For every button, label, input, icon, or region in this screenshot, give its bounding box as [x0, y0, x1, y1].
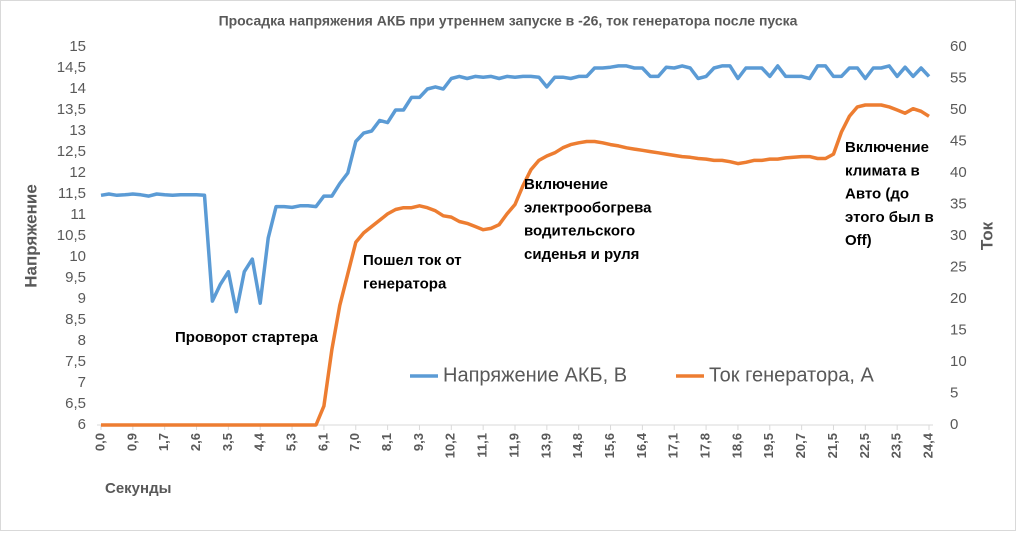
y2-tick-label: 10	[950, 353, 967, 370]
y-tick-label: 11,5	[58, 185, 86, 202]
y-tick-label: 11	[70, 206, 86, 223]
x-tick-label: 21,5	[825, 433, 840, 458]
x-tick-label: 23,5	[889, 433, 904, 458]
x-tick-label: 11,9	[506, 433, 521, 458]
x-tick-label: 7,0	[347, 433, 362, 451]
annotation: Проворот стартера	[175, 329, 319, 346]
legend-label: Напряжение АКБ, В	[443, 364, 627, 386]
annotation: Авто (до	[845, 186, 909, 203]
x-tick-label: 0,0	[92, 433, 107, 451]
y2-tick-label: 25	[950, 258, 967, 275]
x-tick-label: 8,1	[379, 433, 394, 451]
x-tick-label: 5,3	[284, 433, 299, 451]
y-tick-label: 8,5	[65, 311, 86, 328]
y2-tick-label: 50	[950, 101, 967, 118]
annotation: климата в	[845, 162, 920, 179]
x-axis-title: Секунды	[105, 480, 171, 497]
y-tick-label: 14	[69, 80, 86, 97]
y2-tick-label: 40	[950, 164, 967, 181]
y2-tick-label: 55	[950, 69, 967, 86]
annotation: этого был в	[845, 209, 934, 226]
x-tick-label: 17,8	[698, 433, 713, 458]
y2-tick-label: 15	[950, 321, 967, 338]
x-tick-label: 24,4	[920, 432, 935, 458]
y2-tick-label: 35	[950, 195, 967, 212]
y-tick-label: 15	[69, 38, 86, 55]
chart-title: Просадка напряжения АКБ при утреннем зап…	[219, 13, 798, 29]
x-tick-label: 19,5	[761, 433, 776, 458]
x-tick-label: 22,5	[857, 433, 872, 458]
y-tick-label: 9,5	[65, 269, 86, 286]
x-tick-label: 10,2	[443, 433, 458, 458]
series-line	[101, 103, 930, 427]
x-tick-label: 6,1	[315, 433, 330, 451]
annotation: сиденья и руля	[524, 246, 639, 263]
y-tick-label: 8	[78, 332, 86, 349]
legend-label: Ток генератора, А	[709, 364, 874, 386]
y-tick-label: 14,5	[57, 59, 86, 76]
y-tick-label: 7,5	[65, 353, 86, 370]
annotation: Пошел ток от	[363, 252, 462, 269]
y-tick-label: 10,5	[57, 227, 86, 244]
x-tick-label: 0,9	[124, 433, 139, 451]
x-tick-label: 16,4	[634, 432, 649, 458]
y-tick-label: 6	[78, 416, 86, 433]
y2-tick-label: 0	[950, 416, 958, 433]
annotation: Включение	[845, 139, 929, 156]
x-tick-label: 2,6	[188, 433, 203, 451]
x-tick-label: 4,4	[252, 432, 267, 451]
y-tick-label: 6,5	[65, 395, 86, 412]
x-tick-label: 20,7	[793, 433, 808, 458]
y-tick-label: 10	[69, 248, 86, 265]
x-tick-label: 15,6	[602, 433, 617, 458]
x-tick-label: 17,1	[666, 433, 681, 458]
y-tick-label: 13,5	[57, 101, 86, 118]
y-tick-label: 12,5	[57, 143, 86, 160]
annotation: Включение	[524, 176, 608, 193]
y2-tick-label: 30	[950, 227, 967, 244]
annotation: генератора	[363, 275, 447, 292]
y2-tick-label: 60	[950, 38, 967, 55]
x-tick-label: 13,9	[538, 433, 553, 458]
y2-tick-label: 45	[950, 132, 967, 149]
y-tick-label: 7	[78, 374, 86, 391]
x-tick-label: 1,7	[156, 433, 171, 451]
x-tick-label: 3,5	[220, 433, 235, 451]
series-line	[100, 64, 931, 314]
y2-axis-title: Ток	[977, 221, 996, 250]
y-tick-label: 12	[69, 164, 86, 181]
y2-tick-label: 5	[950, 384, 958, 401]
x-tick-label: 14,8	[570, 433, 585, 458]
x-tick-label: 11,1	[475, 433, 490, 458]
annotation: Off)	[845, 232, 872, 249]
annotation: водительского	[524, 223, 635, 240]
annotation: электрообогрева	[524, 199, 652, 216]
y2-tick-label: 20	[950, 290, 967, 307]
x-tick-label: 9,3	[411, 433, 426, 451]
x-tick-label: 18,6	[729, 433, 744, 458]
y-tick-label: 13	[69, 122, 86, 139]
y-tick-label: 9	[78, 290, 86, 307]
y-axis-title: Напряжение	[21, 184, 40, 288]
